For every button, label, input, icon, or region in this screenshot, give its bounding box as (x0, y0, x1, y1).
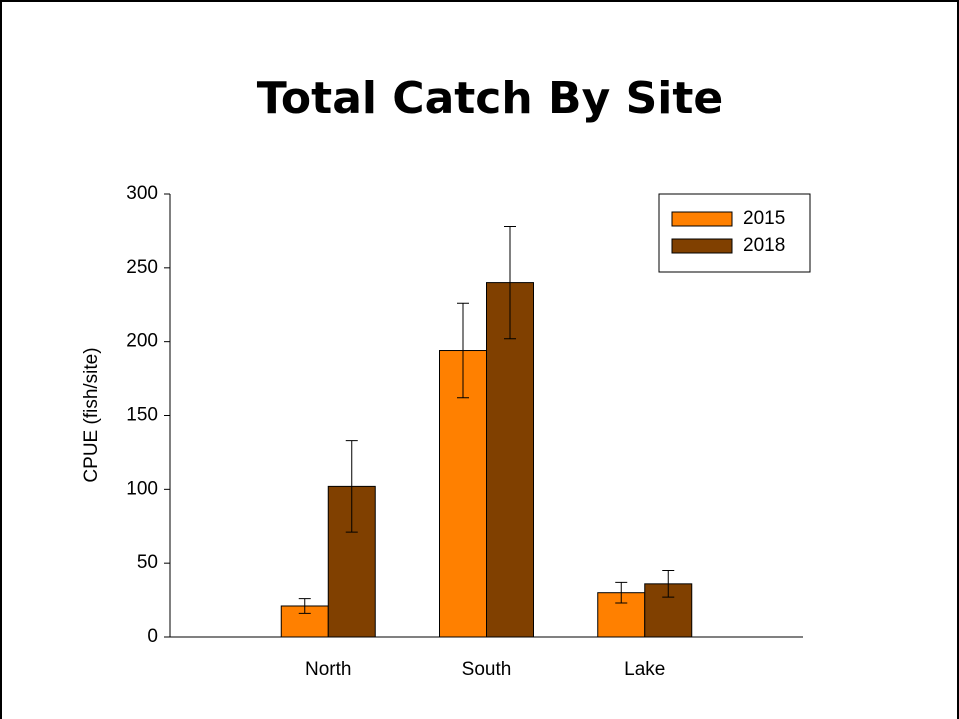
legend-label: 2015 (743, 208, 785, 229)
error-bar (345, 440, 358, 533)
x-tick-label: North (305, 659, 351, 680)
legend-box (658, 193, 811, 273)
y-axis-label: CPUE (fish/site) (81, 347, 102, 482)
y-tick-label: 150 (126, 405, 158, 426)
error-bar (662, 570, 675, 598)
error-bar (615, 581, 628, 604)
y-tick-label: 50 (137, 552, 158, 573)
x-tick-label: South (462, 659, 512, 680)
y-tick-label: 100 (126, 478, 158, 499)
legend-swatch (671, 211, 733, 227)
y-tick-label: 200 (126, 331, 158, 352)
legend-label: 2018 (743, 235, 785, 256)
error-bar (457, 302, 469, 399)
error-bar (298, 598, 311, 614)
x-tick-label: Lake (624, 659, 665, 680)
y-tick-label: 300 (126, 183, 158, 204)
y-tick-label: 250 (126, 257, 158, 278)
legend-swatch (671, 238, 733, 254)
error-bar (504, 225, 516, 340)
chart-title: Total Catch By Site (257, 73, 723, 124)
y-tick-label: 0 (147, 626, 158, 647)
